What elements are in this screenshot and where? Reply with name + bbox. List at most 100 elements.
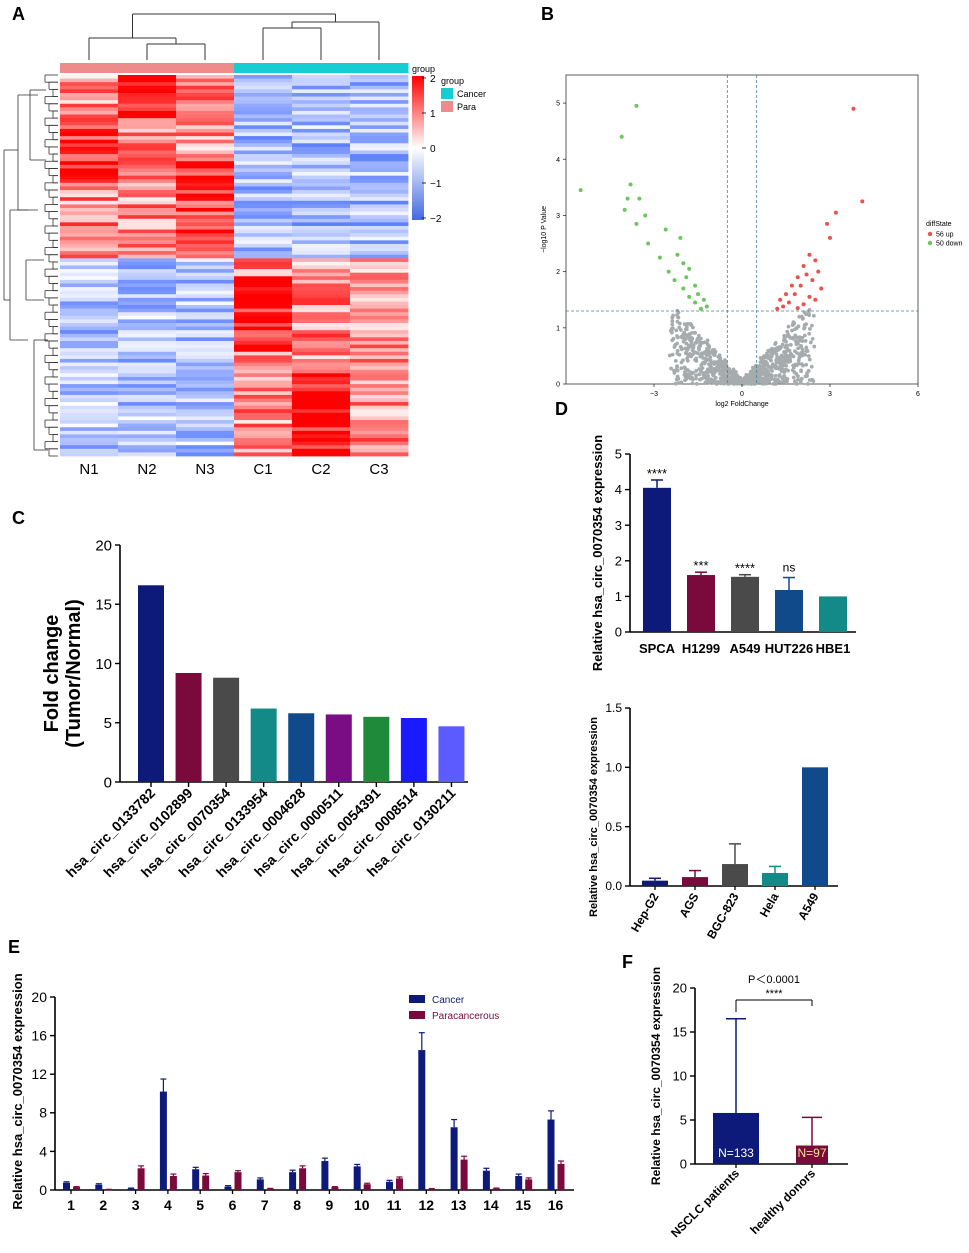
legend-swatch	[409, 1011, 425, 1019]
heatmap-cell	[234, 96, 293, 101]
ns-point	[777, 373, 782, 377]
up-regulated-points	[775, 106, 865, 311]
heatmap-cell	[350, 157, 409, 162]
heatmap-column-label: C1	[253, 461, 272, 478]
ns-point	[756, 371, 761, 376]
heatmap-cell	[176, 351, 235, 356]
heatmap-cell	[292, 161, 351, 166]
heatmap-cell	[350, 154, 409, 159]
y-tick-label: 0	[680, 1157, 687, 1172]
heatmap-cell	[118, 265, 177, 270]
heatmap-cell	[234, 423, 293, 428]
ns-point	[799, 362, 804, 366]
ns-point	[703, 356, 708, 361]
legend-marker-down	[927, 240, 933, 246]
heatmap-cell	[176, 427, 235, 432]
heatmap-group-bar	[118, 63, 177, 73]
up-point	[789, 283, 794, 288]
heatmap-cell	[60, 434, 119, 439]
ns-point	[670, 322, 675, 327]
y-axis-label: −log10 P Value	[541, 206, 548, 253]
cancer-bar	[450, 1127, 458, 1190]
heatmap-cell	[118, 139, 177, 144]
ns-point	[700, 361, 705, 366]
ns-point	[677, 352, 682, 357]
down-point	[696, 292, 700, 297]
heatmap-cell	[118, 261, 177, 266]
cancer-bar	[127, 1188, 135, 1190]
heatmap-cell	[118, 315, 177, 320]
heatmap-cell	[350, 412, 409, 417]
heatmap-cell	[118, 287, 177, 292]
heatmap-cell	[350, 118, 409, 123]
heatmap-cell	[176, 387, 235, 392]
ns-point	[686, 321, 690, 326]
heatmap-cell	[176, 441, 235, 446]
heatmap-cell	[234, 358, 293, 363]
heatmap-column-label: C2	[311, 461, 330, 478]
heatmap-cell	[292, 200, 351, 205]
ns-point	[677, 321, 682, 326]
heatmap-cell	[350, 168, 409, 173]
heatmap-cell	[350, 110, 409, 115]
heatmap-cell	[176, 373, 235, 378]
bar	[687, 575, 715, 632]
heatmap-cell	[176, 172, 235, 177]
paracancerous-bar	[202, 1175, 210, 1190]
ns-point	[782, 379, 787, 384]
heatmap-cell	[292, 445, 351, 450]
heatmap-cell	[292, 251, 351, 256]
heatmap-cell	[118, 391, 177, 396]
x-tick-label: 9	[326, 1197, 334, 1213]
heatmap-cell	[292, 85, 351, 90]
heatmap-cell	[350, 190, 409, 195]
heatmap-cell	[176, 416, 235, 421]
heatmap-cell	[234, 143, 293, 148]
paracancerous-bar	[428, 1189, 436, 1191]
y-tick-label: 1.5	[605, 701, 622, 715]
heatmap-cell	[292, 118, 351, 123]
heatmap-cell	[292, 89, 351, 94]
heatmap-cell	[292, 92, 351, 97]
colorbar-tick-label: 0	[430, 144, 436, 155]
down-point	[634, 103, 639, 108]
heatmap-cell	[118, 434, 177, 439]
heatmap-cell	[60, 340, 119, 345]
heatmap-cell	[234, 272, 293, 277]
heatmap-cell	[176, 85, 235, 90]
heatmap-cell	[292, 114, 351, 119]
ns-point	[719, 364, 723, 369]
ns-point	[792, 379, 797, 384]
x-tick-label: −3	[650, 391, 658, 398]
heatmap-cell	[350, 89, 409, 94]
x-tick-label: 3	[828, 391, 832, 398]
heatmap-cell	[234, 452, 293, 457]
ns-point	[706, 377, 711, 382]
ns-point	[697, 372, 702, 377]
heatmap-cell	[234, 103, 293, 108]
heatmap-cell	[118, 337, 177, 342]
heatmap-cell	[292, 110, 351, 115]
heatmap-cell	[176, 330, 235, 335]
heatmap-cell	[292, 297, 351, 302]
heatmap-cell	[350, 366, 409, 371]
heatmap-cell	[118, 358, 177, 363]
heatmap-cell	[292, 438, 351, 443]
cancer-bar	[256, 1179, 264, 1190]
heatmap-cell	[118, 182, 177, 187]
heatmap-cell	[60, 186, 119, 191]
heatmap-cell	[292, 287, 351, 292]
heatmap-cell	[292, 355, 351, 360]
ns-point	[780, 342, 785, 347]
heatmap-cell	[118, 330, 177, 335]
heatmap-cell	[350, 258, 409, 263]
heatmap-cell	[234, 402, 293, 407]
ns-point	[697, 347, 701, 352]
ns-point	[786, 368, 791, 373]
ns-point	[690, 344, 695, 349]
y-tick-label: 20	[31, 989, 47, 1005]
heatmap-cell	[350, 373, 409, 378]
x-tick-label: 13	[451, 1197, 467, 1213]
heatmap-cell	[292, 373, 351, 378]
x-tick-label: SPCA	[639, 641, 676, 656]
